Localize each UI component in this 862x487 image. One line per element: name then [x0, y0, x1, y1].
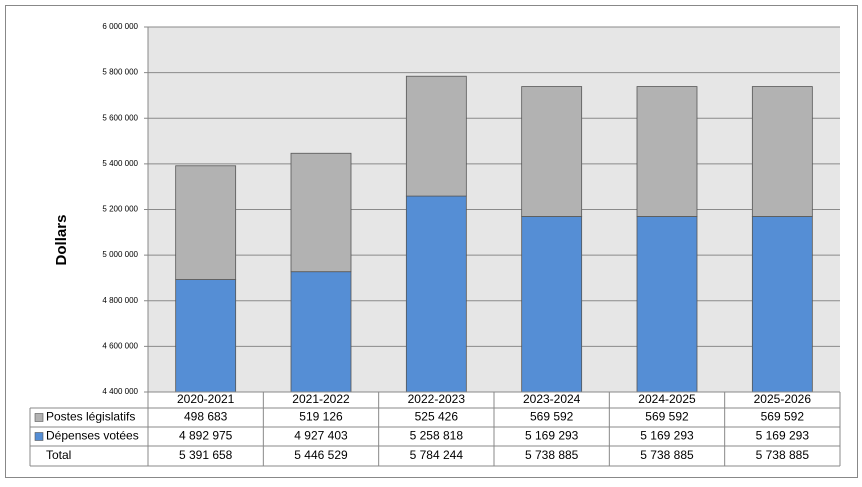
x-tick-label: 2025-2026 — [754, 392, 812, 406]
bar-segment — [521, 86, 583, 217]
y-axis-label: Dollars — [53, 215, 70, 266]
table-total: 5 446 529 — [294, 448, 348, 462]
bar-segment — [521, 216, 583, 393]
table-row-label: Total — [46, 448, 71, 462]
bar-segment — [751, 86, 813, 217]
bar-segment — [751, 216, 813, 393]
y-tick-label: 4 800 000 — [102, 296, 138, 305]
x-tick-label: 2021-2022 — [292, 392, 350, 406]
table-total: 5 784 244 — [410, 448, 464, 462]
table-total: 5 738 885 — [756, 448, 810, 462]
table-value: 5 258 818 — [410, 429, 464, 443]
y-tick-label: 5 200 000 — [102, 205, 138, 214]
table-value: 4 927 403 — [294, 429, 348, 443]
y-tick-label: 5 600 000 — [102, 113, 138, 122]
table-value: 525 426 — [415, 410, 459, 424]
table-value: 5 169 293 — [640, 429, 694, 443]
table-value: 519 126 — [299, 410, 343, 424]
legend-label: Dépenses votées — [46, 429, 139, 443]
y-tick-label: 5 000 000 — [102, 250, 138, 259]
bar-segment — [636, 216, 698, 393]
table-value: 5 169 293 — [756, 429, 810, 443]
bar-segment — [405, 195, 467, 393]
y-tick-label: 4 600 000 — [102, 341, 138, 350]
table-value: 5 169 293 — [525, 429, 579, 443]
table-value: 569 592 — [530, 410, 574, 424]
legend-label: Postes législatifs — [46, 410, 135, 424]
table-total: 5 391 658 — [179, 448, 233, 462]
y-tick-label: 4 400 000 — [102, 387, 138, 396]
bar-segment — [290, 152, 352, 273]
x-tick-label: 2020-2021 — [177, 392, 235, 406]
legend-swatch — [34, 413, 44, 422]
table-value: 569 592 — [645, 410, 689, 424]
x-tick-label: 2023-2024 — [523, 392, 581, 406]
y-tick-label: 5 800 000 — [102, 68, 138, 77]
x-tick-label: 2024-2025 — [638, 392, 696, 406]
table-value: 569 592 — [761, 410, 805, 424]
table-total: 5 738 885 — [525, 448, 579, 462]
bar-segment — [290, 271, 352, 393]
legend-swatch — [34, 432, 44, 441]
bar-segment — [636, 86, 698, 217]
x-tick-label: 2022-2023 — [408, 392, 466, 406]
table-total: 5 738 885 — [640, 448, 694, 462]
y-tick-label: 5 400 000 — [102, 159, 138, 168]
bar-segment — [175, 165, 237, 280]
y-tick-label: 6 000 000 — [102, 22, 138, 31]
table-value: 498 683 — [184, 410, 228, 424]
table-value: 4 892 975 — [179, 429, 233, 443]
bar-segment — [405, 75, 467, 197]
bar-segment — [175, 279, 237, 393]
